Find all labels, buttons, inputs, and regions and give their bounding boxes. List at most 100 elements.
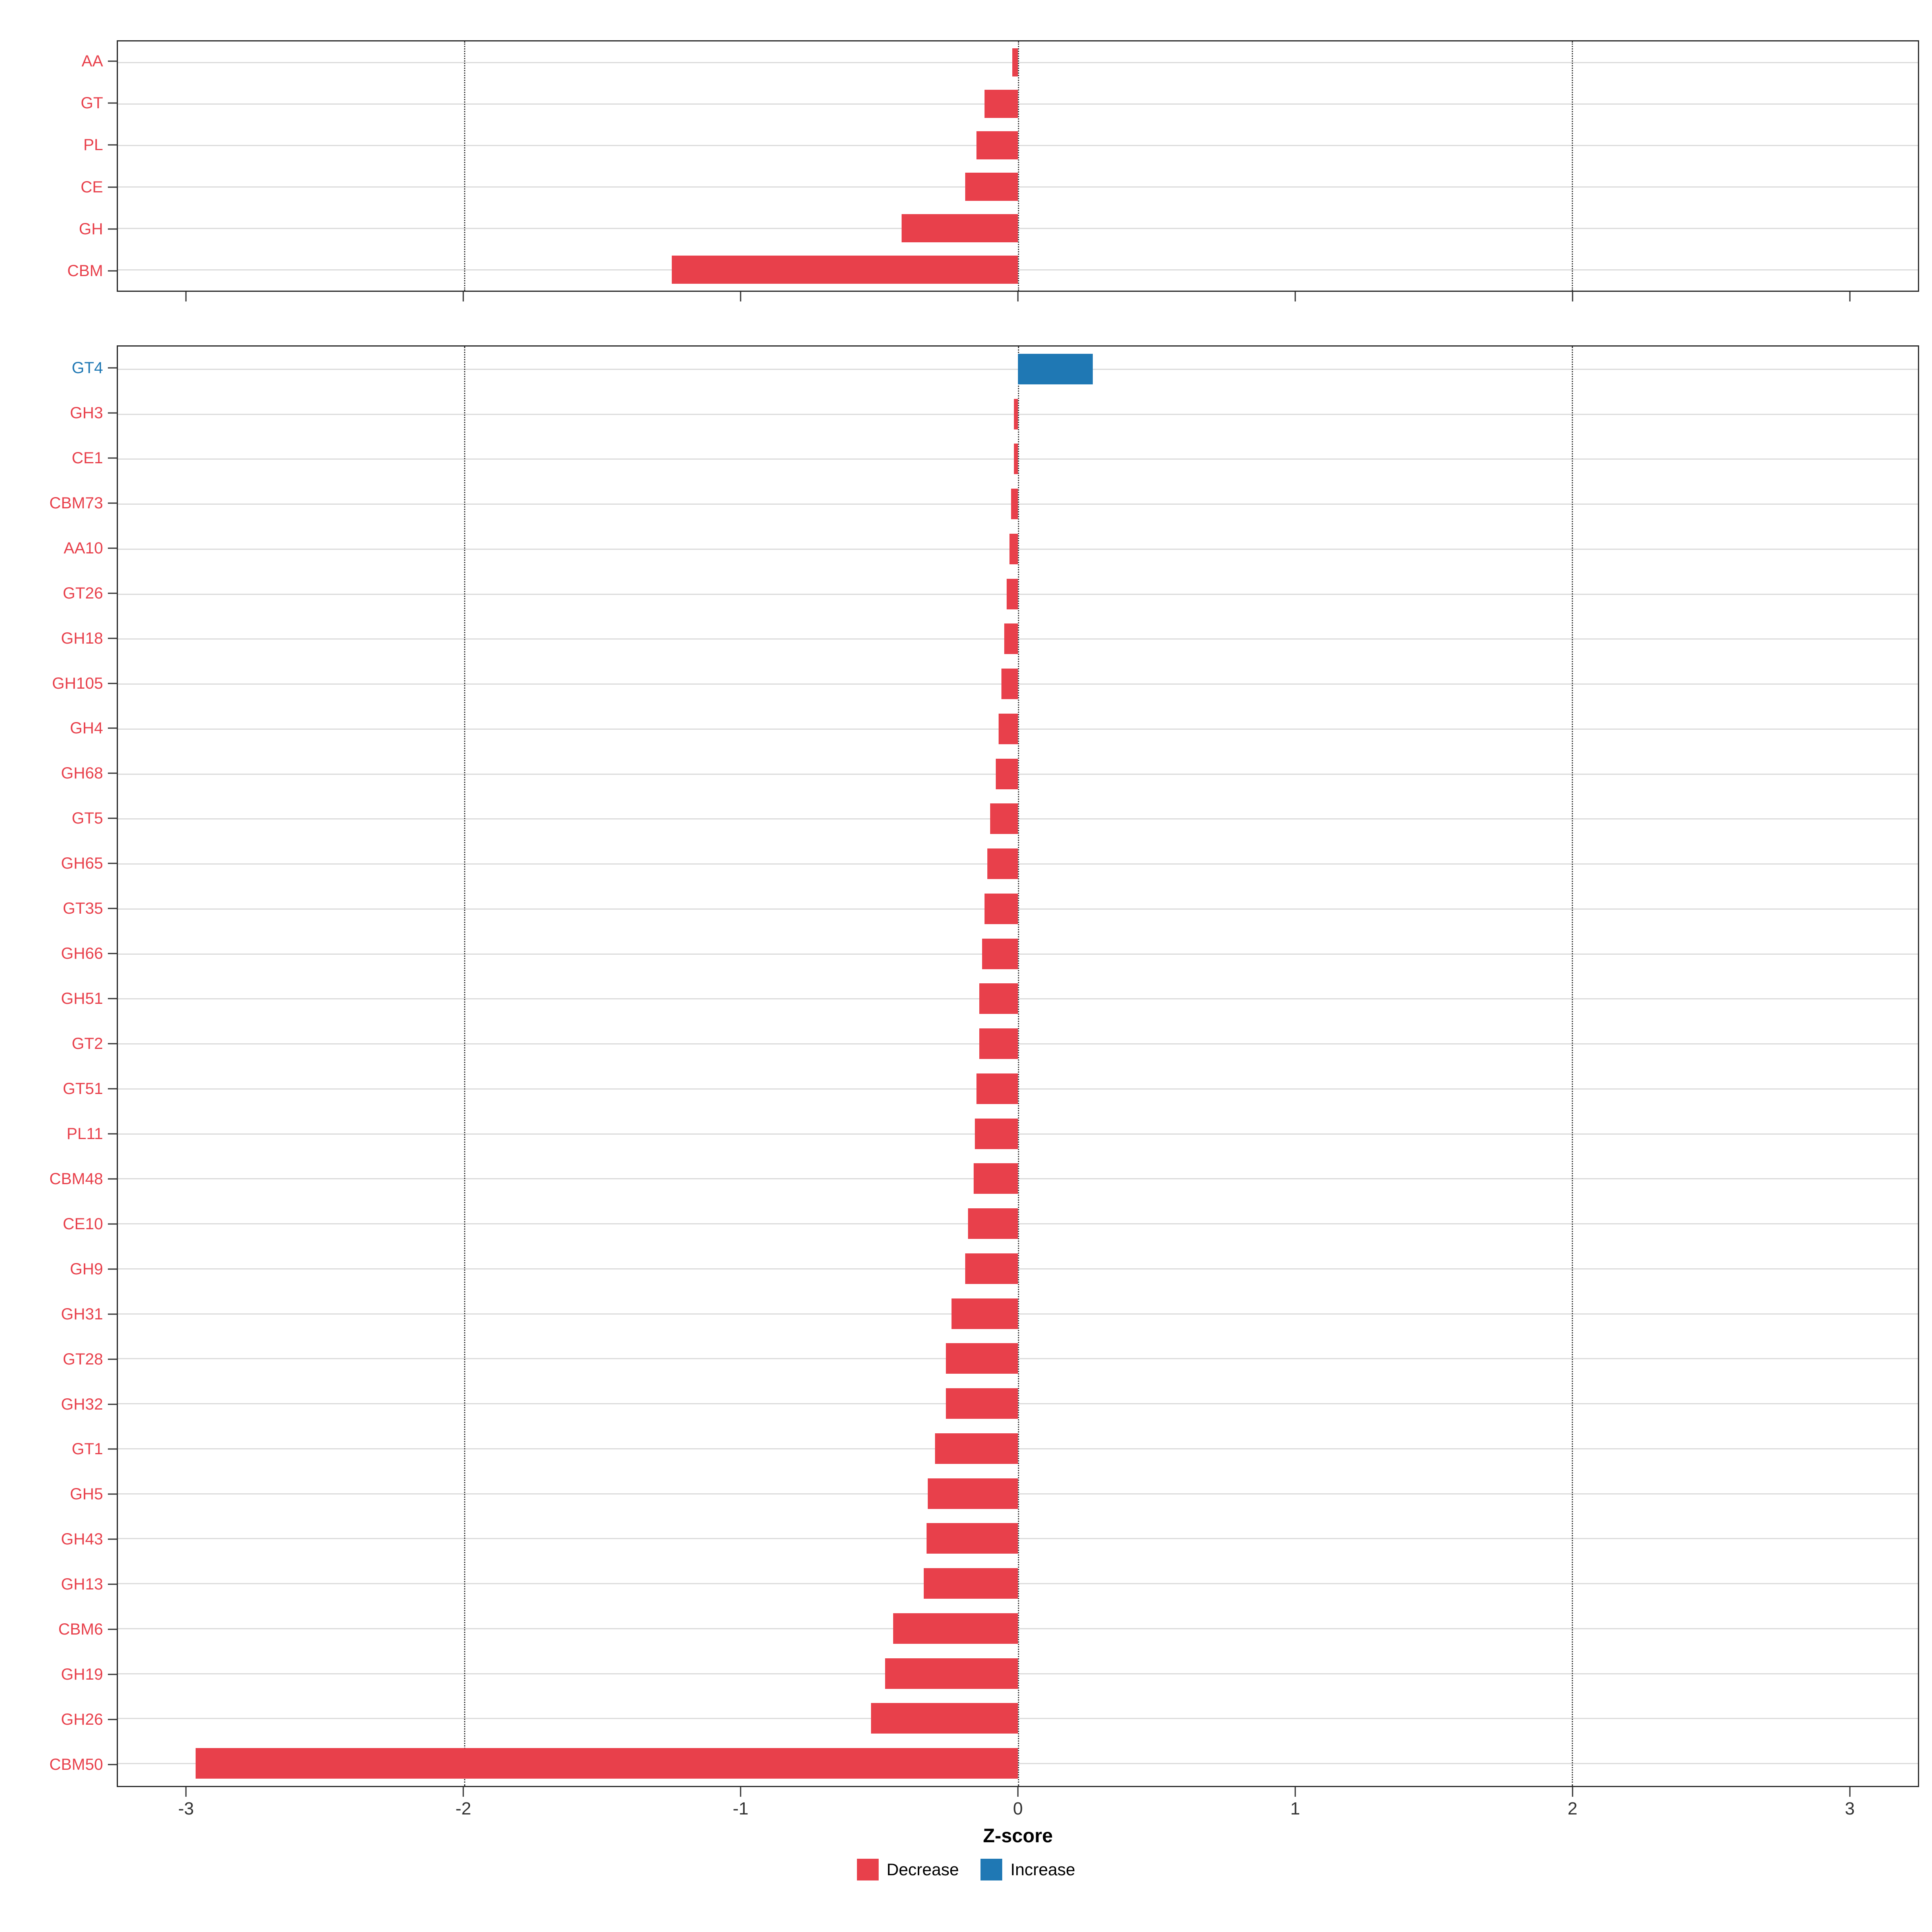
category-label-CE: CE — [80, 178, 103, 196]
category-label-CBM48: CBM48 — [49, 1170, 103, 1188]
bar-GH105 — [1001, 669, 1018, 700]
category-label-GH65: GH65 — [61, 855, 103, 873]
category-label-GT5: GT5 — [72, 809, 103, 828]
legend-label-increase: Increase — [1010, 1860, 1075, 1879]
bar-GH13 — [924, 1568, 1018, 1599]
category-label-GT1: GT1 — [72, 1440, 103, 1458]
category-label-CBM6: CBM6 — [58, 1620, 103, 1639]
y-tickmark — [108, 817, 117, 819]
y-tickmark — [108, 1358, 117, 1360]
x-tick-label--2: -2 — [455, 1799, 471, 1818]
bar-GH26 — [871, 1703, 1018, 1734]
bar-GH31 — [951, 1298, 1018, 1329]
bar-GT2 — [979, 1028, 1018, 1059]
y-tickmark — [108, 144, 117, 146]
x-tick-label-0: 0 — [1013, 1799, 1023, 1818]
bar-GH65 — [987, 848, 1018, 879]
x-tickmark--1 — [740, 292, 741, 301]
reference-line--2 — [464, 41, 465, 291]
y-tickmark — [108, 1719, 117, 1720]
bar-AA — [1012, 48, 1018, 76]
y-tickmark — [108, 1764, 117, 1765]
y-tickmark — [108, 998, 117, 999]
category-label-GT28: GT28 — [62, 1350, 103, 1368]
x-tick-label-3: 3 — [1845, 1799, 1855, 1818]
x-tickmark-3 — [1849, 292, 1851, 301]
y-tickmark — [108, 502, 117, 504]
category-label-GH66: GH66 — [61, 945, 103, 963]
bar-CBM73 — [1011, 489, 1018, 520]
category-label-PL: PL — [83, 136, 103, 154]
bar-CBM50 — [195, 1748, 1018, 1779]
y-tickmark — [108, 367, 117, 369]
bar-CBM48 — [973, 1163, 1018, 1194]
category-label-GT51: GT51 — [62, 1080, 103, 1098]
y-tickmark — [108, 1674, 117, 1675]
category-label-GH5: GH5 — [70, 1485, 103, 1503]
x-tickmark--1 — [740, 1787, 741, 1797]
x-axis: -3 -2 -1 0 1 2 3 — [117, 1800, 1919, 1823]
y-tickmark — [108, 1178, 117, 1180]
y-tickmark — [108, 1448, 117, 1450]
y-tickmark — [108, 412, 117, 414]
category-label-CBM50: CBM50 — [49, 1756, 103, 1774]
x-tickmark--3 — [185, 1787, 187, 1797]
reference-line-0 — [1018, 41, 1019, 291]
y-tickmark — [108, 270, 117, 272]
x-tickmark-3 — [1849, 1787, 1851, 1797]
legend: Decrease Increase — [0, 1859, 1932, 1880]
y-tickmark — [108, 1223, 117, 1225]
category-label-GT2: GT2 — [72, 1035, 103, 1053]
category-label-GH105: GH105 — [52, 674, 103, 692]
bar-GT28 — [946, 1343, 1018, 1374]
y-tickmark — [108, 1538, 117, 1540]
y-tickmark — [108, 1133, 117, 1135]
bar-GH32 — [946, 1388, 1018, 1419]
bar-GT4 — [1018, 353, 1093, 384]
category-label-GH18: GH18 — [61, 629, 103, 647]
category-label-GT4: GT4 — [72, 359, 103, 377]
legend-label-decrease: Decrease — [886, 1860, 959, 1879]
bar-AA10 — [1009, 533, 1018, 564]
bar-GH51 — [979, 983, 1018, 1014]
category-label-GH32: GH32 — [61, 1395, 103, 1413]
bar-PL — [976, 131, 1018, 159]
y-tickmark — [108, 228, 117, 230]
reference-line--2 — [464, 347, 465, 1786]
x-tickmark-2 — [1572, 1787, 1573, 1797]
y-tickmark — [108, 1493, 117, 1495]
y-tickmark — [108, 863, 117, 864]
x-tick-label--3: -3 — [178, 1799, 194, 1818]
family-panel: GT4 GH3 CE1 CBM73 AA10 GT26 GH18 GH105 GH4 GH68 GT… — [0, 345, 1932, 1797]
category-label-GH: GH — [79, 220, 103, 238]
y-tickmark — [108, 1088, 117, 1090]
class-panel-y-labels: AA GT PL CE GH CBM — [0, 40, 103, 292]
x-tickmark--3 — [185, 292, 187, 301]
legend-swatch-increase — [980, 1859, 1003, 1880]
category-label-GH13: GH13 — [61, 1575, 103, 1593]
x-tickmark-1 — [1294, 1787, 1296, 1797]
bar-GT5 — [990, 803, 1018, 834]
bar-CE — [965, 173, 1018, 201]
category-label-GH19: GH19 — [61, 1666, 103, 1684]
category-label-GH9: GH9 — [70, 1260, 103, 1278]
bar-CBM — [672, 256, 1018, 284]
category-label-CE1: CE1 — [72, 449, 103, 467]
family-panel-y-labels: GT4 GH3 CE1 CBM73 AA10 GT26 GH18 GH105 GH4 GH68 GT… — [0, 345, 103, 1787]
y-tickmark — [108, 457, 117, 459]
family-panel-x-tickmarks — [117, 1787, 1919, 1798]
bar-GH18 — [1004, 623, 1018, 654]
y-tickmark — [108, 1313, 117, 1315]
class-panel: AA GT PL CE GH CBM — [0, 40, 1932, 301]
category-label-AA10: AA10 — [64, 539, 103, 557]
category-label-AA: AA — [81, 52, 103, 70]
bar-CBM6 — [893, 1613, 1018, 1644]
x-tickmark--2 — [462, 292, 464, 301]
category-label-CBM: CBM — [67, 262, 103, 280]
bar-GH3 — [1013, 398, 1018, 429]
legend-swatch-decrease — [857, 1859, 879, 1880]
y-tickmark — [108, 547, 117, 549]
bar-GH4 — [998, 713, 1018, 744]
reference-line-2 — [1572, 41, 1573, 291]
